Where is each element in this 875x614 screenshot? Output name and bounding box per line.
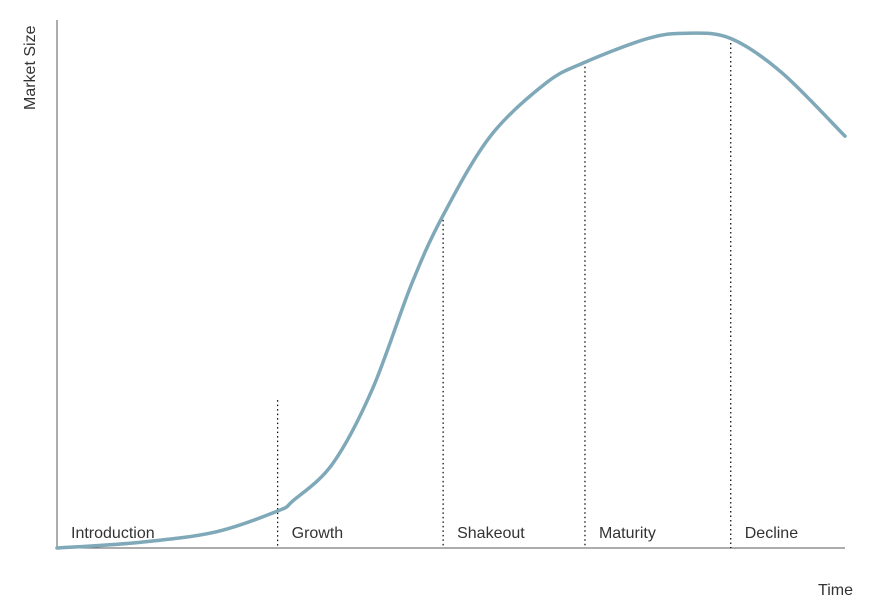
phase-label: Decline <box>745 525 798 542</box>
lifecycle-curve <box>57 33 845 548</box>
x-axis-label: Time <box>818 582 853 600</box>
phase-label: Shakeout <box>457 525 525 542</box>
chart-svg: Introduction Growth Shakeout Maturity Declin… <box>0 0 875 614</box>
phase-label: Growth <box>292 525 344 542</box>
lifecycle-chart: Market Size Time Introduction Growth Shake… <box>0 0 875 614</box>
y-axis-label: Market Size <box>22 26 40 110</box>
phase-label: Maturity <box>599 525 656 542</box>
phase-label: Introduction <box>71 525 155 542</box>
